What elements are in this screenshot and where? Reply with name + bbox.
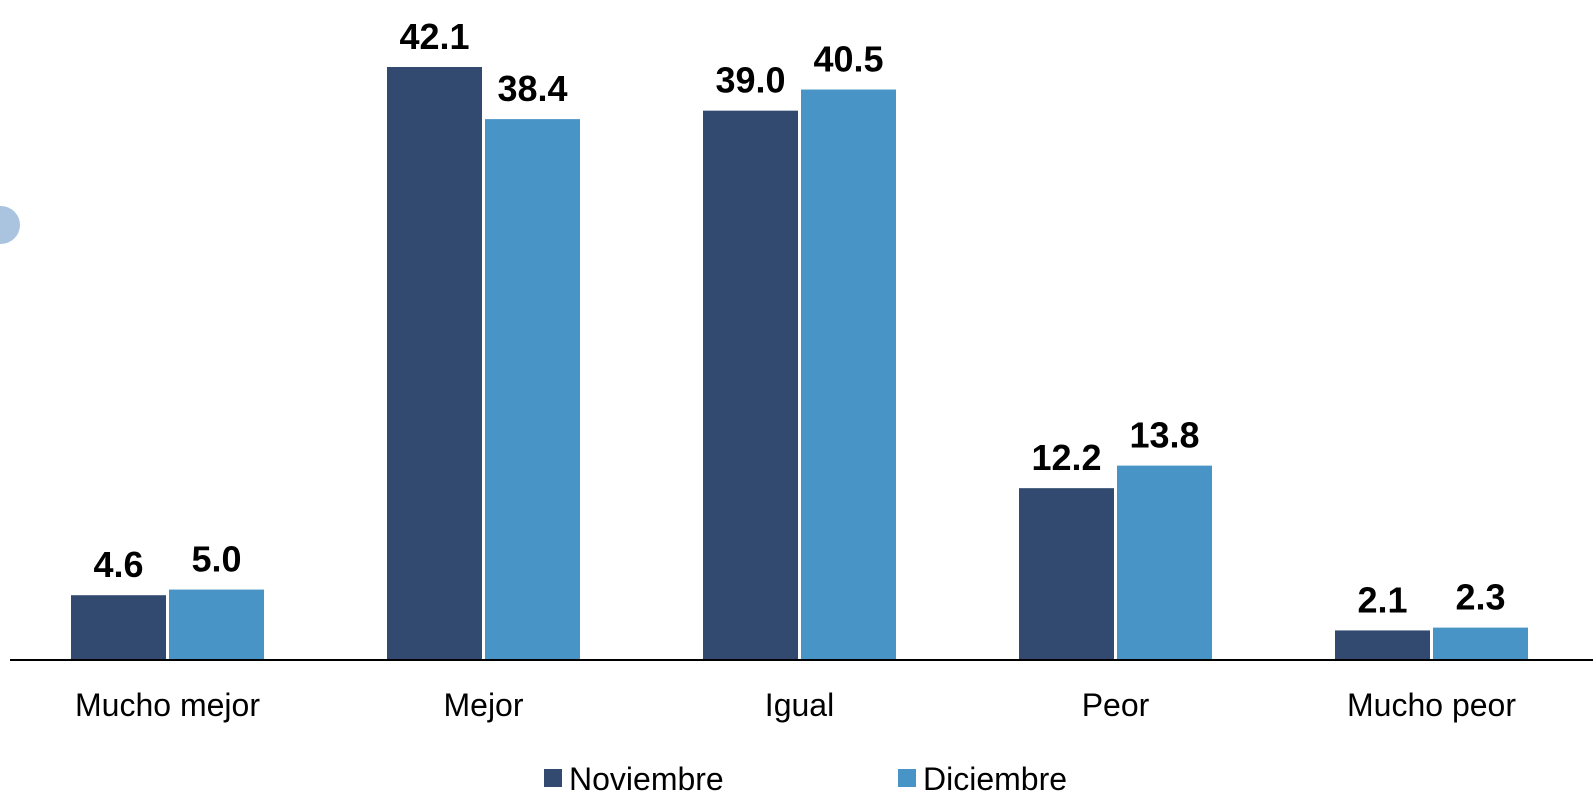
legend-swatch-noviembre — [544, 769, 562, 787]
value-label-noviembre-1: 4.6 — [93, 544, 143, 585]
category-label-3: Igual — [765, 687, 834, 723]
value-label-noviembre-5: 2.1 — [1357, 579, 1407, 620]
legend: Noviembre Diciembre — [544, 761, 1067, 797]
value-label-diciembre-1: 5.0 — [191, 539, 241, 580]
bar-noviembre-3 — [703, 110, 798, 660]
bar-noviembre-2 — [387, 67, 482, 660]
bar-diciembre-2 — [485, 119, 580, 660]
legend-label-noviembre: Noviembre — [569, 761, 724, 797]
bars-group — [71, 67, 1528, 661]
bar-diciembre-1 — [169, 589, 264, 660]
value-label-noviembre-3: 39.0 — [715, 60, 785, 101]
category-label-5: Mucho peor — [1347, 687, 1516, 723]
value-label-noviembre-2: 42.1 — [399, 16, 469, 57]
value-label-diciembre-3: 40.5 — [813, 39, 883, 80]
side-circle-marker — [0, 206, 20, 244]
bar-diciembre-3 — [801, 89, 896, 661]
bar-noviembre-4 — [1019, 488, 1114, 660]
category-label-1: Mucho mejor — [75, 687, 260, 723]
bar-noviembre-1 — [71, 595, 166, 660]
category-labels-group: Mucho mejor Mejor Igual Peor Mucho peor — [75, 687, 1516, 723]
value-labels-group: 4.6 5.0 42.1 38.4 39.0 40.5 12.2 13.8 2.1 2.3 — [93, 16, 1505, 620]
bar-noviembre-5 — [1335, 630, 1430, 660]
value-label-noviembre-4: 12.2 — [1031, 437, 1101, 478]
legend-swatch-diciembre — [898, 769, 916, 787]
value-label-diciembre-4: 13.8 — [1129, 415, 1199, 456]
bar-diciembre-5 — [1433, 627, 1528, 660]
category-label-4: Peor — [1082, 687, 1150, 723]
value-label-diciembre-2: 38.4 — [497, 68, 567, 109]
bar-diciembre-4 — [1117, 465, 1212, 660]
category-label-2: Mejor — [443, 687, 523, 723]
value-label-diciembre-5: 2.3 — [1455, 577, 1505, 618]
legend-label-diciembre: Diciembre — [923, 761, 1067, 797]
